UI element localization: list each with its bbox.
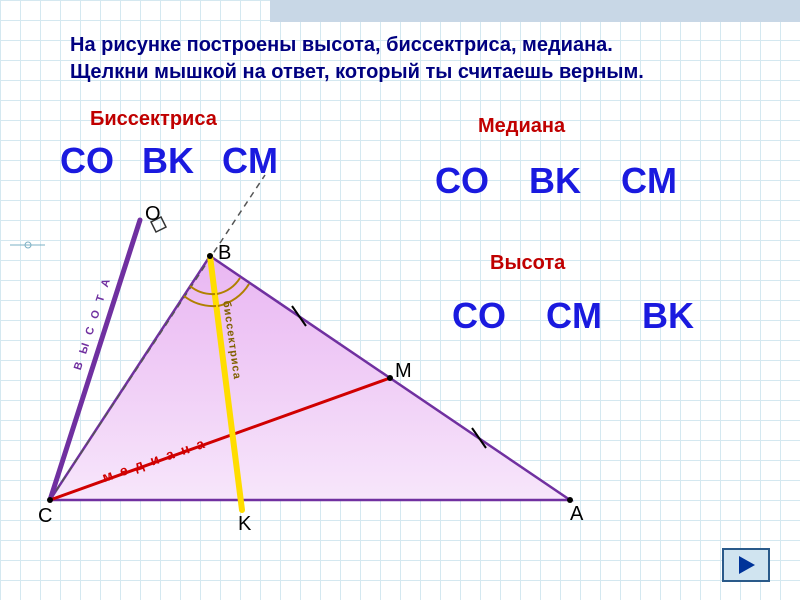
label-K: K — [238, 513, 251, 536]
label-B: B — [218, 242, 231, 265]
geometry-diagram — [0, 0, 800, 600]
label-O: O — [145, 203, 161, 226]
label-M: M — [395, 360, 412, 383]
label-A: A — [570, 503, 583, 526]
play-icon — [735, 554, 757, 576]
next-button[interactable] — [722, 548, 770, 582]
label-C: C — [38, 505, 52, 528]
